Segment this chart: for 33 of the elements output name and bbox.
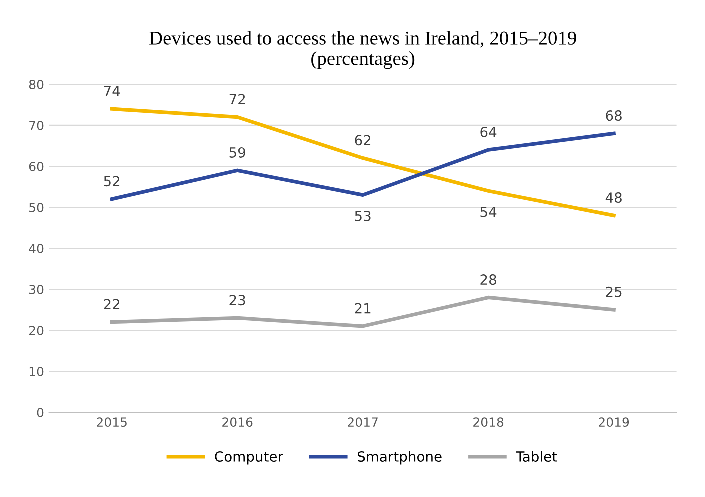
data-label: 72	[230, 94, 246, 104]
x-tick-label: 2016	[222, 418, 253, 428]
y-tick-label: 30	[30, 284, 44, 294]
data-label: 23	[230, 295, 246, 306]
x-tick-label: 2019	[599, 418, 630, 428]
y-tick-label: 20	[30, 326, 44, 336]
data-label: 52	[104, 176, 120, 187]
data-label: 53	[355, 210, 371, 222]
legend-label: Computer	[215, 451, 284, 465]
x-tick-label: 2017	[348, 418, 378, 428]
data-label: 22	[104, 299, 120, 310]
data-label: 48	[606, 192, 622, 204]
legend-label: Smartphone	[358, 451, 442, 465]
data-label: 54	[480, 207, 497, 218]
x-tick-label: 2015	[97, 418, 127, 428]
x-tick-label: 2018	[474, 418, 504, 428]
y-tick-label: 40	[29, 244, 44, 254]
y-tick-label: 60	[29, 162, 44, 172]
data-label: 62	[355, 135, 371, 146]
legend-label: Tablet	[516, 451, 558, 462]
y-tick-label: 80	[29, 80, 44, 90]
data-label: 59	[230, 147, 246, 158]
y-tick-label: 50	[30, 202, 44, 212]
y-tick-label: 70	[30, 120, 44, 130]
data-label: 74	[104, 86, 120, 96]
data-label: 64	[480, 126, 497, 138]
data-label: 25	[606, 286, 622, 298]
data-label: 21	[355, 303, 371, 314]
data-label: 28	[480, 274, 496, 286]
data-label: 68	[606, 110, 622, 122]
y-tick-label: 0	[37, 408, 44, 418]
chart-title: Devices used to access the news in Ireland, 2015–2019 (percentages)	[150, 31, 576, 70]
y-tick-label: 10	[30, 366, 44, 376]
